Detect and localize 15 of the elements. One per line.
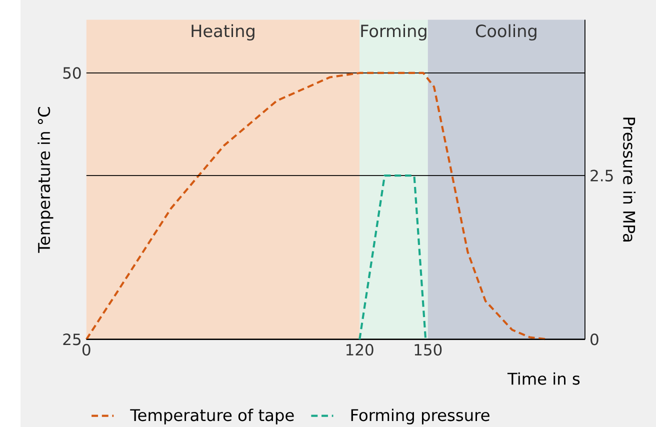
band-label: Heating (192, 24, 254, 40)
y2-tick-label: 2.5 (590, 170, 613, 182)
x-tick-label: 0 (82, 344, 90, 356)
y-axis-title: Temperature in °C (38, 107, 54, 253)
band-label: Forming (361, 24, 426, 40)
y2-axis-title: Pressure in MPa (623, 118, 636, 242)
legend-label: Temperature of tape (130, 408, 294, 424)
y-tick-label: 25 (63, 333, 80, 346)
legend-label: Forming pressure (351, 408, 490, 424)
x-axis-title: Time in s (507, 372, 580, 385)
y2-tick-label: 0 (590, 333, 598, 346)
x-tick-label: 150 (414, 344, 442, 356)
band-label: Cooling (476, 24, 536, 40)
y-tick-label: 50 (63, 67, 81, 79)
x-tick-label: 120 (346, 344, 374, 356)
